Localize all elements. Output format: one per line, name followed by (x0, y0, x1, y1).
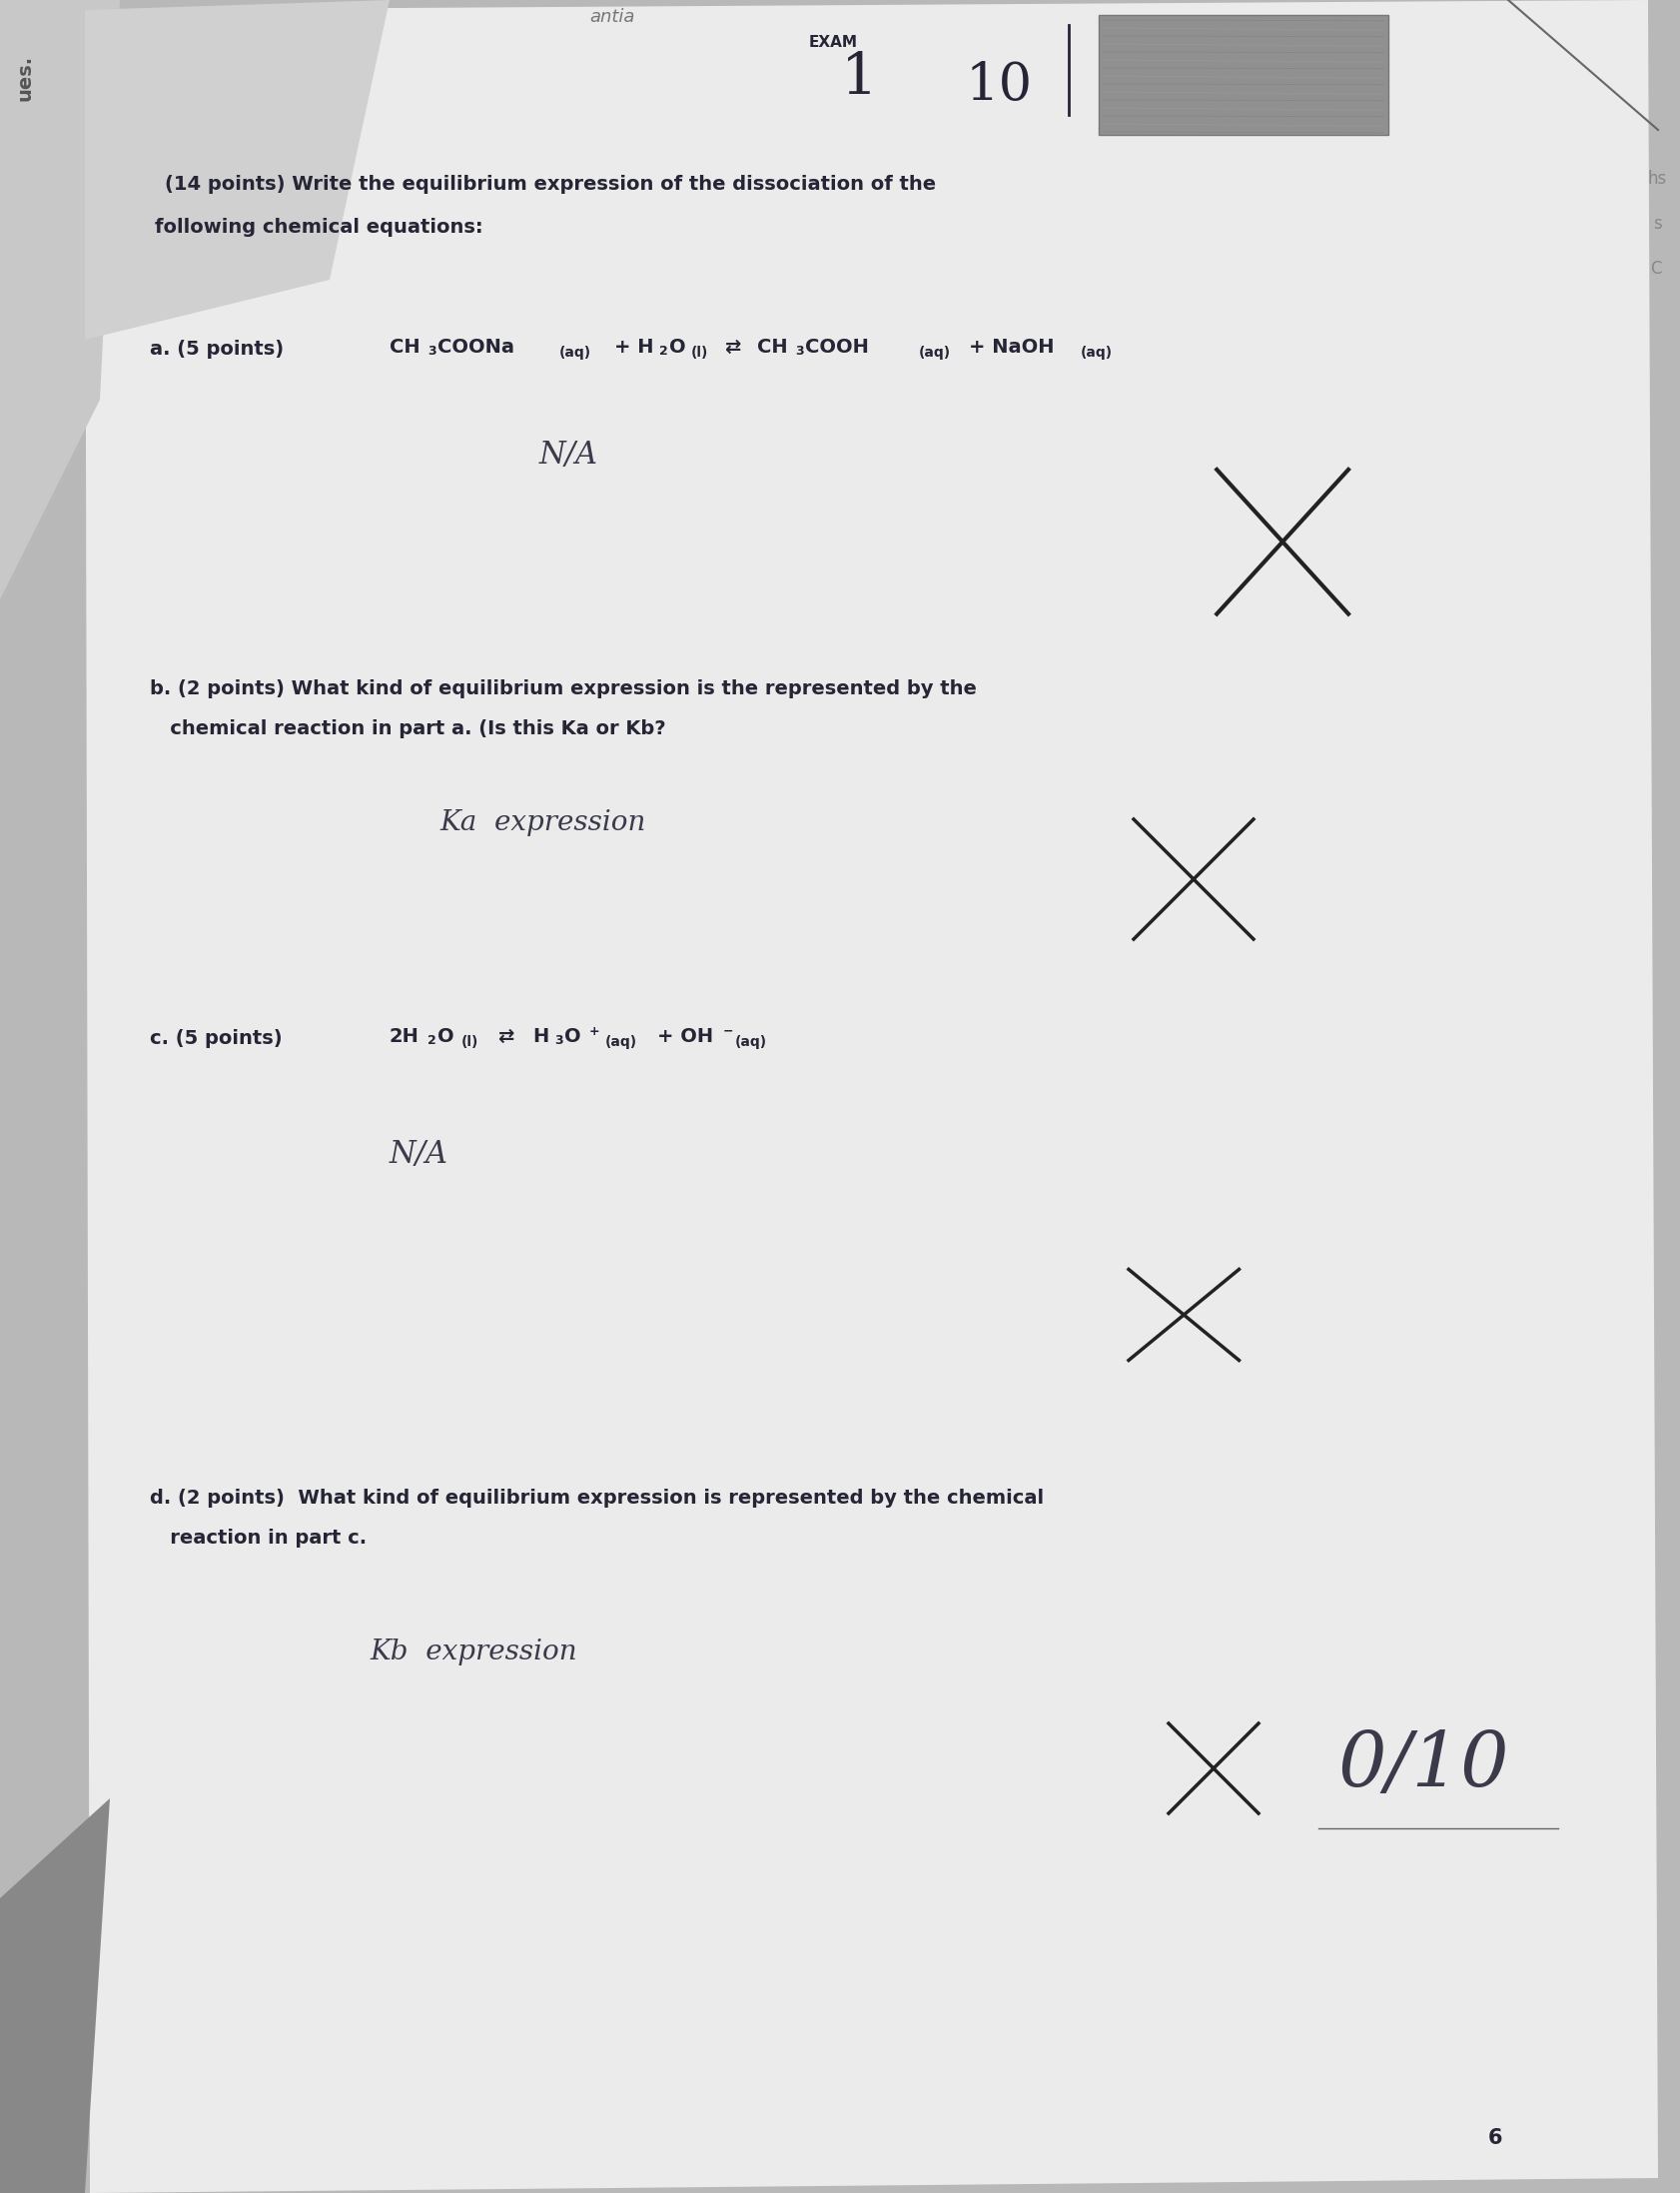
Text: 2: 2 (427, 1035, 437, 1046)
Text: ⇄: ⇄ (497, 1026, 514, 1046)
Text: N/A: N/A (390, 1138, 449, 1169)
Text: (aq): (aq) (1080, 346, 1112, 360)
Text: ues.: ues. (15, 55, 34, 101)
Text: O: O (564, 1026, 581, 1046)
Text: (aq): (aq) (919, 346, 951, 360)
Polygon shape (86, 0, 390, 340)
Text: 6: 6 (1487, 2127, 1502, 2147)
Text: 10: 10 (964, 59, 1032, 112)
Text: 0/10: 0/10 (1337, 1728, 1509, 1803)
Bar (1099, 15, 1388, 136)
Text: antia: antia (590, 9, 635, 26)
Text: CH: CH (390, 338, 420, 357)
Text: 3: 3 (795, 344, 803, 357)
Text: + NaOH: + NaOH (968, 338, 1053, 357)
Text: s: s (1651, 215, 1662, 232)
Text: N/A: N/A (539, 439, 598, 471)
Text: (14 points) Write the equilibrium expression of the dissociation of the: (14 points) Write the equilibrium expres… (165, 175, 936, 193)
Text: following chemical equations:: following chemical equations: (155, 217, 482, 237)
Text: Kb  expression: Kb expression (370, 1638, 576, 1664)
Text: Ka  expression: Ka expression (438, 809, 645, 836)
Text: + OH: + OH (657, 1026, 712, 1046)
Text: (aq): (aq) (734, 1035, 766, 1048)
Text: EXAM: EXAM (808, 35, 857, 50)
Text: 1: 1 (840, 50, 877, 105)
Text: (aq): (aq) (605, 1035, 637, 1048)
Polygon shape (86, 0, 1656, 2193)
Text: O: O (437, 1026, 454, 1046)
Text: d. (2 points)  What kind of equilibrium expression is represented by the chemica: d. (2 points) What kind of equilibrium e… (150, 1489, 1043, 1507)
Polygon shape (0, 0, 119, 599)
Text: −: − (722, 1024, 732, 1037)
Text: (l): (l) (462, 1035, 479, 1048)
Text: + H: + H (613, 338, 654, 357)
Text: COONa: COONa (437, 338, 514, 357)
Text: (aq): (aq) (559, 346, 591, 360)
Text: 2: 2 (659, 344, 667, 357)
Text: chemical reaction in part a. (Is this Ka or Kb?: chemical reaction in part a. (Is this Ka… (150, 719, 665, 739)
Text: 2H: 2H (390, 1026, 418, 1046)
Text: (l): (l) (690, 346, 707, 360)
Text: C: C (1650, 259, 1660, 279)
Text: H: H (533, 1026, 548, 1046)
Text: hs: hs (1646, 169, 1667, 189)
Text: COOH: COOH (805, 338, 869, 357)
Text: a. (5 points): a. (5 points) (150, 340, 284, 360)
Text: 3: 3 (554, 1035, 563, 1046)
Polygon shape (0, 1798, 109, 2193)
Text: +: + (590, 1024, 600, 1037)
Text: ⇄: ⇄ (724, 338, 741, 357)
Text: CH: CH (756, 338, 788, 357)
Text: b. (2 points) What kind of equilibrium expression is the represented by the: b. (2 points) What kind of equilibrium e… (150, 680, 976, 697)
Text: reaction in part c.: reaction in part c. (150, 1529, 366, 1548)
Text: 3: 3 (427, 344, 435, 357)
Text: c. (5 points): c. (5 points) (150, 1029, 282, 1048)
Text: O: O (669, 338, 685, 357)
